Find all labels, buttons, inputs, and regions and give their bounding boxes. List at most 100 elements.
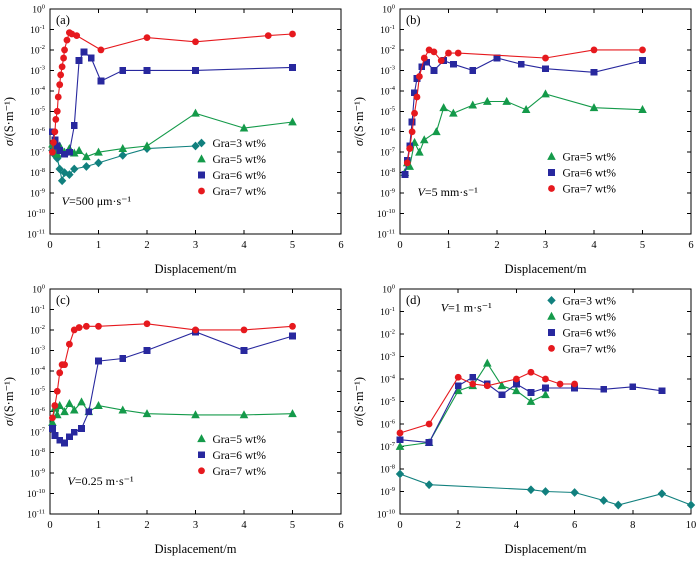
svg-text:10-10: 10-10 — [377, 208, 395, 220]
svg-text:10-1: 10-1 — [380, 306, 395, 318]
svg-text:5: 5 — [640, 240, 645, 251]
svg-text:10-11: 10-11 — [27, 508, 45, 520]
svg-text:6: 6 — [338, 520, 343, 531]
panel-label: (d) — [406, 293, 421, 307]
legend-label: Gra=5 wt% — [213, 154, 267, 166]
panel-label: (a) — [56, 13, 70, 27]
svg-text:4: 4 — [514, 520, 520, 531]
svg-text:10-1: 10-1 — [30, 24, 45, 36]
legend-label: Gra=5 wt% — [563, 311, 617, 323]
svg-text:8: 8 — [630, 520, 635, 531]
series-gra-5-wt- — [48, 108, 297, 161]
svg-text:10-3: 10-3 — [380, 65, 395, 77]
panel-a-chart: 100 10-1 10-2 10-3 10-4 10-5 10-6 10-7 10-8 10-9 1… — [0, 0, 350, 280]
svg-text:100: 100 — [382, 283, 395, 295]
svg-text:1: 1 — [446, 240, 451, 251]
legend-label: Gra=7 wt% — [563, 343, 617, 355]
svg-text:10-4: 10-4 — [380, 373, 396, 385]
svg-text:10-9: 10-9 — [30, 187, 45, 199]
axes: 10010-110-210-310-410-510-610-710-810-91… — [27, 3, 344, 251]
svg-text:10-7: 10-7 — [30, 426, 46, 438]
velocity-annotation: V=500 μm·s⁻¹ — [62, 194, 132, 208]
svg-text:10-2: 10-2 — [30, 44, 45, 56]
svg-text:10-10: 10-10 — [27, 208, 45, 220]
svg-text:10-4: 10-4 — [30, 85, 46, 97]
series-gra-6-wt- — [396, 373, 666, 446]
legend-label: Gra=7 wt% — [213, 186, 267, 198]
svg-text:10-6: 10-6 — [30, 406, 46, 418]
svg-text:10-8: 10-8 — [380, 463, 395, 475]
plot-frame — [399, 8, 692, 235]
legend: Gra=3 wt% Gra=5 wt% Gra=6 wt% Gra=7 wt% — [197, 138, 266, 198]
legend-label: Gra=7 wt% — [563, 184, 617, 196]
legend-label: Gra=3 wt% — [563, 295, 617, 307]
legend-label: Gra=6 wt% — [213, 450, 267, 462]
svg-text:5: 5 — [290, 520, 295, 531]
svg-text:10: 10 — [686, 520, 697, 531]
svg-text:10-8: 10-8 — [30, 167, 45, 179]
x-axis-title: Displacement/m — [155, 262, 237, 276]
panel-d-chart: 10010-110-210-310-410-510-610-710-810-91… — [350, 280, 700, 560]
panel-label: (b) — [406, 13, 421, 27]
svg-text:10-3: 10-3 — [30, 345, 45, 357]
svg-text:10-5: 10-5 — [30, 106, 45, 118]
svg-text:0: 0 — [47, 520, 52, 531]
y-axis-title: σ/(S·m⁻¹) — [2, 97, 16, 146]
legend: Gra=5 wt% Gra=6 wt% Gra=7 wt% — [547, 152, 616, 196]
svg-text:6: 6 — [688, 240, 693, 251]
velocity-annotation: V=1 m·s⁻¹ — [441, 301, 492, 315]
svg-text:10-6: 10-6 — [380, 418, 396, 430]
svg-text:10-10: 10-10 — [27, 488, 45, 500]
legend-label: Gra=3 wt% — [213, 138, 267, 150]
svg-text:4: 4 — [241, 520, 247, 531]
svg-text:1: 1 — [96, 520, 101, 531]
svg-text:4: 4 — [591, 240, 597, 251]
svg-text:5: 5 — [290, 240, 295, 251]
svg-text:10-5: 10-5 — [380, 106, 395, 118]
svg-text:0: 0 — [397, 520, 402, 531]
legend-label: Gra=7 wt% — [213, 466, 267, 478]
svg-text:10-5: 10-5 — [380, 396, 395, 408]
svg-text:4: 4 — [241, 240, 247, 251]
svg-text:10-6: 10-6 — [380, 126, 396, 138]
svg-text:10-4: 10-4 — [30, 365, 46, 377]
y-axis-title: σ/(S·m⁻¹) — [2, 377, 16, 426]
svg-text:100: 100 — [382, 3, 395, 15]
series-gra-7-wt- — [49, 320, 296, 422]
series-gra-3-wt- — [395, 469, 696, 510]
svg-text:3: 3 — [193, 520, 198, 531]
legend: Gra=5 wt% Gra=6 wt% Gra=7 wt% — [197, 434, 266, 478]
y-axis-title: σ/(S·m⁻¹) — [352, 97, 366, 146]
legend-label: Gra=6 wt% — [213, 170, 267, 182]
series-gra-7-wt- — [403, 46, 646, 167]
legend-label: Gra=6 wt% — [563, 327, 617, 339]
axes: 10010-110-210-310-410-510-610-710-810-91… — [377, 283, 696, 531]
axes: 10010-110-210-310-410-510-610-710-810-91… — [27, 283, 344, 531]
series-gra-6-wt- — [49, 328, 296, 447]
svg-text:10-9: 10-9 — [30, 467, 45, 479]
svg-text:10-1: 10-1 — [380, 24, 395, 36]
svg-text:6: 6 — [338, 240, 343, 251]
svg-text:3: 3 — [543, 240, 548, 251]
legend-label: Gra=5 wt% — [213, 434, 267, 446]
svg-text:10-8: 10-8 — [380, 167, 395, 179]
svg-text:10-3: 10-3 — [380, 351, 395, 363]
axes: 10010-110-210-310-410-510-610-710-810-91… — [377, 3, 694, 251]
svg-text:10-10: 10-10 — [377, 508, 395, 520]
svg-text:2: 2 — [144, 240, 149, 251]
x-axis-title: Displacement/m — [155, 542, 237, 556]
svg-text:2: 2 — [456, 520, 461, 531]
svg-text:10-4: 10-4 — [380, 85, 396, 97]
svg-text:10-7: 10-7 — [380, 441, 396, 453]
svg-text:10-3: 10-3 — [30, 65, 45, 77]
legend: Gra=3 wt% Gra=5 wt% Gra=6 wt% Gra=7 wt% — [547, 295, 616, 355]
svg-text:10-7: 10-7 — [30, 146, 46, 158]
svg-text:10-11: 10-11 — [27, 228, 45, 240]
y-axis-title: σ/(S·m⁻¹) — [352, 377, 366, 426]
svg-text:10-11: 10-11 — [377, 228, 395, 240]
legend-label: Gra=6 wt% — [563, 168, 617, 180]
svg-text:6: 6 — [572, 520, 577, 531]
svg-text:10-1: 10-1 — [30, 304, 45, 316]
svg-text:10-6: 10-6 — [30, 126, 46, 138]
